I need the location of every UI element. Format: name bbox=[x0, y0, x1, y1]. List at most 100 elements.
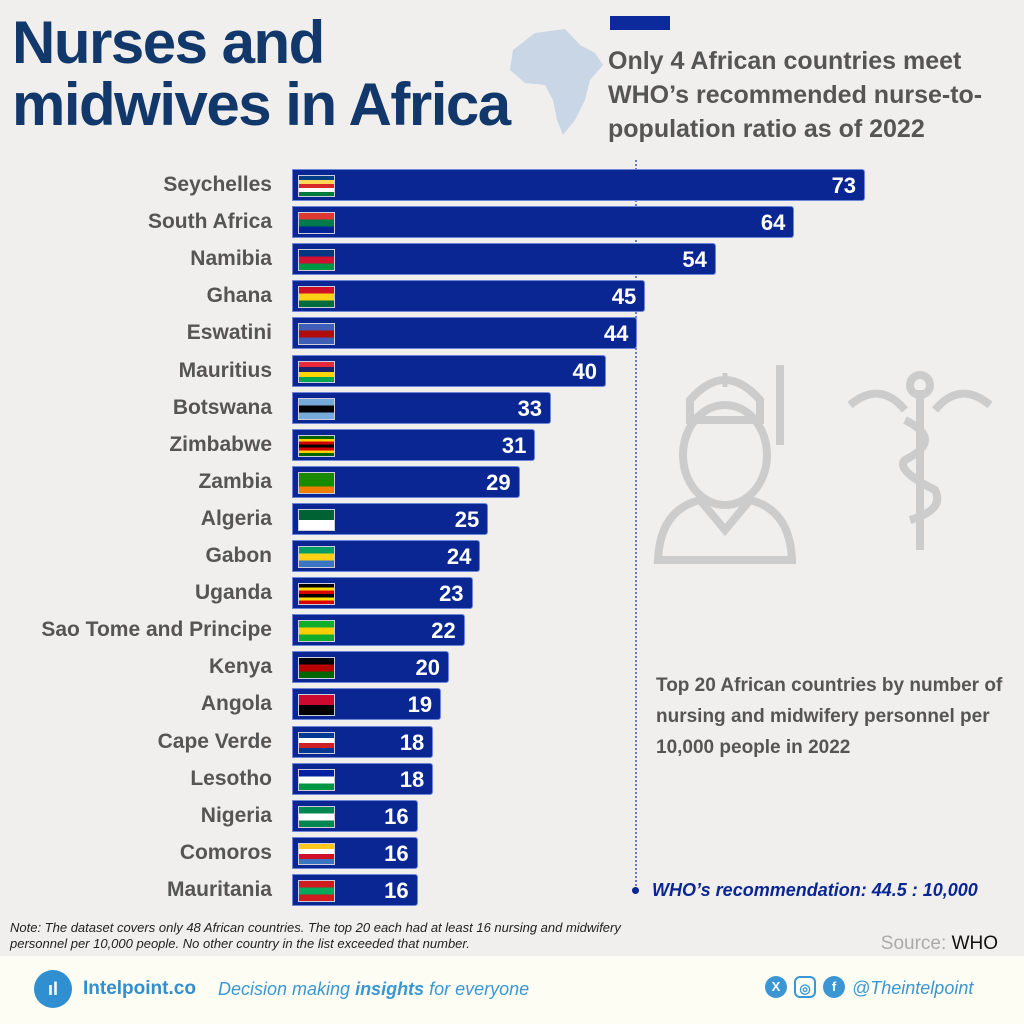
category-label: Botswana bbox=[172, 395, 272, 419]
flag-icon bbox=[298, 768, 335, 791]
flag-icon bbox=[298, 583, 335, 606]
flag-icon bbox=[298, 471, 335, 494]
flag-icon bbox=[298, 360, 335, 383]
data-label: 16 bbox=[384, 803, 409, 829]
category-label: Zambia bbox=[198, 469, 272, 493]
data-label: 54 bbox=[682, 247, 707, 273]
flag-icon bbox=[298, 212, 335, 235]
data-label: 29 bbox=[486, 469, 511, 495]
bar: 16 bbox=[292, 799, 418, 832]
title-line-1: Nurses and bbox=[12, 9, 325, 76]
category-label: Seychelles bbox=[163, 173, 272, 196]
social-handle[interactable]: @Theintelpoint bbox=[852, 978, 974, 998]
data-label: 18 bbox=[399, 729, 425, 755]
data-label: 23 bbox=[439, 581, 464, 607]
bar: 16 bbox=[292, 836, 418, 869]
tagline-bold: insights bbox=[355, 979, 425, 999]
bar: 19 bbox=[292, 688, 442, 721]
bar: 22 bbox=[292, 614, 465, 647]
bar: 73 bbox=[292, 169, 866, 201]
reference-marker bbox=[632, 887, 640, 894]
bar: 54 bbox=[292, 243, 716, 276]
bar: 29 bbox=[292, 465, 520, 498]
category-label: Uganda bbox=[194, 581, 272, 605]
chart-description: Top 20 African countries by number of nu… bbox=[656, 675, 1003, 758]
data-label: 22 bbox=[431, 618, 456, 644]
flag-icon bbox=[298, 434, 335, 457]
flag-icon bbox=[298, 657, 335, 680]
source: Source: WHO bbox=[881, 933, 998, 955]
bar: 18 bbox=[292, 725, 434, 758]
flag-icon bbox=[298, 397, 335, 420]
bar: 44 bbox=[292, 317, 638, 350]
title-line-2: midwives in Africa bbox=[12, 71, 511, 138]
bar: 33 bbox=[292, 391, 552, 424]
category-label: Eswatini bbox=[186, 321, 272, 345]
data-label: 45 bbox=[611, 284, 637, 310]
flag-icon bbox=[298, 842, 335, 865]
tagline: Decision making insights for everyone bbox=[218, 979, 529, 1000]
africa-map-icon bbox=[510, 29, 603, 135]
footer: ıl Intelpoint.co Decision making insight… bbox=[0, 956, 1024, 1024]
data-label: 40 bbox=[572, 358, 597, 384]
note: Note: The dataset covers only 48 African… bbox=[10, 920, 621, 951]
tagline-post: for everyone bbox=[424, 979, 530, 999]
category-label: Angola bbox=[200, 692, 272, 716]
bar: 40 bbox=[292, 354, 606, 387]
data-label: 33 bbox=[517, 395, 543, 421]
facebook-icon[interactable]: f bbox=[823, 976, 845, 998]
bar: 23 bbox=[292, 577, 473, 610]
source-label: Source: bbox=[880, 933, 947, 954]
data-label: 18 bbox=[399, 766, 425, 792]
bar: 25 bbox=[292, 502, 489, 535]
data-label: 19 bbox=[407, 692, 433, 718]
data-label: 44 bbox=[603, 321, 629, 347]
flag-icon bbox=[298, 249, 335, 272]
bar-chart: Seychelles 73 South Africa 64 Namibia 54 Ghana… bbox=[41, 169, 866, 906]
category-label: Nigeria bbox=[200, 803, 272, 827]
category-label: Lesotho bbox=[190, 766, 272, 790]
category-label: Sao Tome and Principe bbox=[41, 618, 272, 642]
bar: 24 bbox=[292, 540, 481, 572]
category-label: South Africa bbox=[147, 210, 272, 234]
instagram-icon[interactable]: ◎ bbox=[794, 976, 816, 998]
bar: 45 bbox=[292, 280, 646, 313]
data-label: 31 bbox=[501, 432, 527, 458]
flag-icon bbox=[298, 546, 335, 568]
flag-icon bbox=[298, 620, 335, 643]
category-label: Namibia bbox=[190, 247, 272, 271]
flag-icon bbox=[298, 879, 335, 902]
category-label: Cape Verde bbox=[157, 729, 272, 753]
who-reference-line bbox=[635, 160, 638, 890]
x-icon[interactable]: X bbox=[765, 976, 787, 998]
bar: 18 bbox=[292, 762, 434, 795]
intelpoint-logo-icon: ıl bbox=[34, 970, 72, 1008]
flag-icon bbox=[298, 805, 335, 828]
category-label: Algeria bbox=[200, 506, 272, 530]
brand-link[interactable]: Intelpoint.co bbox=[83, 978, 196, 999]
flag-icon bbox=[298, 175, 335, 197]
bar: 64 bbox=[292, 206, 795, 239]
data-label: 16 bbox=[384, 840, 409, 866]
data-label: 73 bbox=[831, 173, 857, 198]
data-label: 20 bbox=[415, 655, 440, 681]
category-label: Mauritius bbox=[178, 358, 272, 382]
bar: 16 bbox=[292, 873, 418, 906]
data-label: 24 bbox=[446, 544, 472, 569]
category-label: Gabon bbox=[205, 544, 273, 567]
subtitle: Only 4 African countries meet WHO’s reco… bbox=[608, 47, 983, 143]
flag-icon bbox=[298, 323, 335, 346]
tagline-pre: Decision making bbox=[218, 979, 356, 999]
who-recommendation-label: WHO’s recommendation: 44.5 : 10,000 bbox=[652, 880, 978, 900]
flag-icon bbox=[298, 286, 335, 309]
data-label: 16 bbox=[384, 877, 409, 903]
category-label: Zimbabwe bbox=[169, 432, 272, 456]
bar: 31 bbox=[292, 428, 536, 461]
data-label: 25 bbox=[454, 506, 480, 532]
accent-bar bbox=[610, 16, 670, 30]
bar: 20 bbox=[292, 651, 449, 684]
flag-icon bbox=[298, 731, 335, 754]
category-label: Comoros bbox=[179, 840, 272, 864]
page-title: Nurses and midwives in Africa bbox=[12, 9, 511, 138]
category-label: Ghana bbox=[206, 284, 272, 308]
